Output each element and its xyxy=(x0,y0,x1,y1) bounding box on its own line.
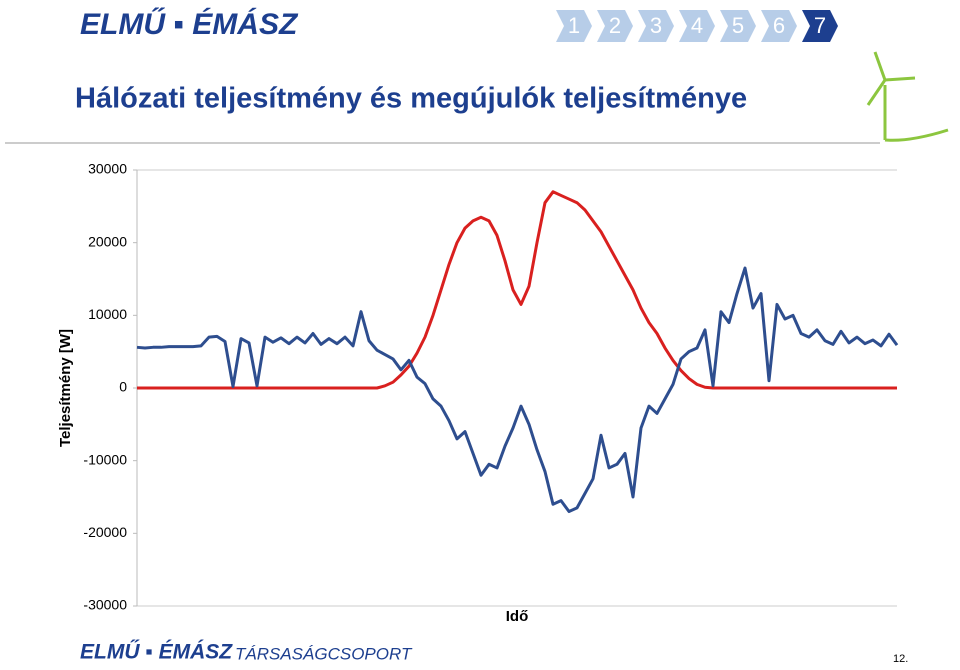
step-marker xyxy=(597,10,633,42)
y-tick-label: 20000 xyxy=(88,233,127,249)
step-marker xyxy=(556,10,592,42)
steps: 1 2 3 4 5 6 7 xyxy=(556,10,838,42)
logo: ELMŰ ▪ ÉMÁSZ xyxy=(80,7,299,41)
step-label: 3 xyxy=(650,13,662,38)
step-marker xyxy=(761,10,797,42)
series-line xyxy=(137,190,897,390)
slide-title: Hálózati teljesítmény és megújulók telje… xyxy=(75,83,747,115)
step-label: 4 xyxy=(691,13,703,38)
step-label: 7 xyxy=(814,13,826,38)
y-tick-label: 10000 xyxy=(88,306,127,322)
series-line xyxy=(136,266,899,514)
step-label: 6 xyxy=(773,13,785,38)
step-label: 5 xyxy=(732,13,744,38)
y-tick-label: 30000 xyxy=(88,161,127,177)
footer-group: TÁRSASÁGCSOPORT xyxy=(235,644,413,663)
y-axis-label: Teljesítmény [W] xyxy=(57,329,74,447)
footer-logo: ELMŰ ▪ ÉMÁSZ xyxy=(80,641,233,664)
x-axis-label: Idő xyxy=(506,608,529,625)
page-number: 12. xyxy=(893,653,908,665)
y-tick-label: 0 xyxy=(119,379,127,395)
y-tick-label: -30000 xyxy=(83,597,127,613)
step-label: 2 xyxy=(609,13,621,38)
step-label: 1 xyxy=(568,13,580,38)
step-marker xyxy=(679,10,715,42)
step-marker xyxy=(720,10,756,42)
step-marker xyxy=(638,10,674,42)
y-tick-label: -10000 xyxy=(83,451,127,467)
y-tick-label: -20000 xyxy=(83,524,127,540)
turbine-icon xyxy=(866,51,949,142)
step-marker xyxy=(802,10,838,42)
